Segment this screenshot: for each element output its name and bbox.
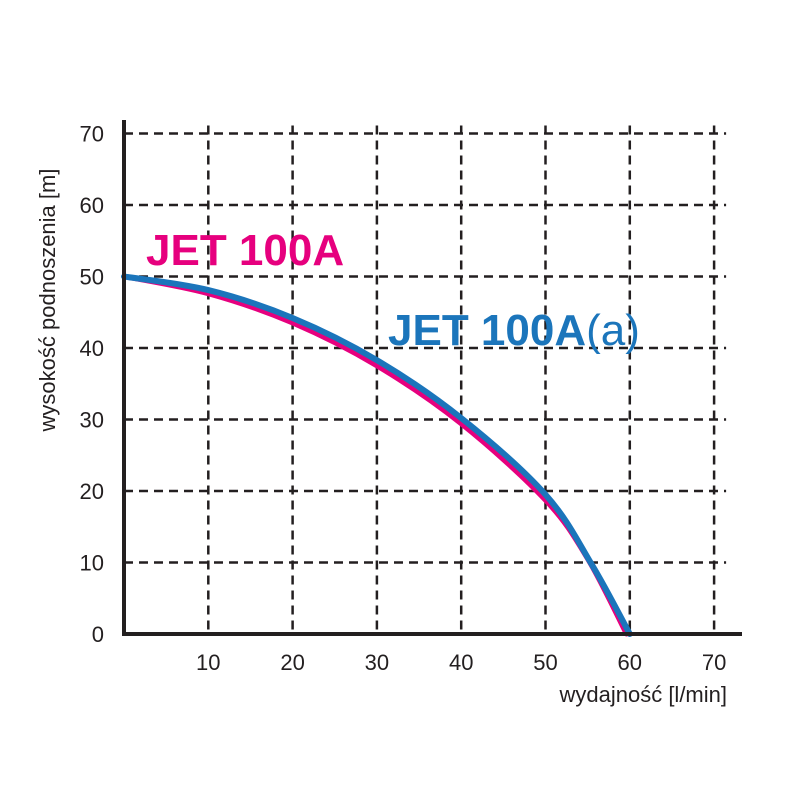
- x-tick-label: 30: [365, 650, 389, 675]
- x-tick-label: 70: [702, 650, 726, 675]
- y-tick-label: 0: [92, 622, 104, 647]
- y-tick-label: 50: [80, 265, 104, 290]
- x-tick-label: 20: [280, 650, 304, 675]
- series-label-main: JET 100A: [388, 306, 586, 355]
- y-tick-label: 70: [80, 122, 104, 147]
- y-tick-label: 20: [80, 479, 104, 504]
- y-tick-label: 10: [80, 551, 104, 576]
- series-line-jet-100a-a: [121, 273, 633, 637]
- y-tick-label: 40: [80, 336, 104, 361]
- x-tick-label: 40: [449, 650, 473, 675]
- y-tick-label: 60: [80, 193, 104, 218]
- x-tick-labels: 10 20 30 40 50 60 70: [196, 650, 726, 675]
- grid: [124, 125, 727, 634]
- y-axis-label: wysokość podnoszenia [m]: [35, 169, 60, 433]
- series-label-suffix: (a): [586, 306, 640, 355]
- x-tick-label: 10: [196, 650, 220, 675]
- x-axis-label: wydajność [l/min]: [558, 682, 727, 707]
- x-tick-label: 50: [533, 650, 557, 675]
- y-tick-labels: 0 10 20 30 40 50 60 70: [80, 122, 104, 648]
- curves: [121, 273, 633, 637]
- x-tick-label: 60: [618, 650, 642, 675]
- y-tick-label: 30: [80, 408, 104, 433]
- series-label-jet-100a-a: JET 100A(a): [388, 306, 640, 355]
- series-label-jet-100a: JET 100A: [146, 226, 344, 275]
